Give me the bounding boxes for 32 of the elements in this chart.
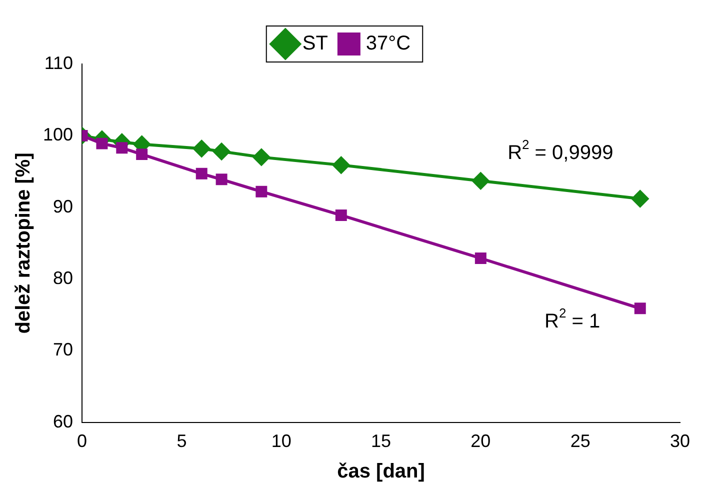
- point: [252, 148, 270, 166]
- y-tick-label: 70: [53, 340, 74, 360]
- point: [196, 168, 208, 180]
- point: [256, 186, 268, 198]
- x-tick-label: 0: [77, 431, 88, 452]
- point: [335, 210, 347, 221]
- y-tick-label: 80: [53, 268, 74, 288]
- point: [216, 174, 228, 186]
- point: [472, 172, 490, 190]
- point: [474, 252, 486, 264]
- x-tick-label: 15: [370, 431, 392, 452]
- y-tick-label: 60: [53, 411, 74, 432]
- point: [332, 156, 350, 174]
- y-tick-label: 100: [42, 124, 74, 145]
- point: [632, 190, 649, 208]
- point: [213, 142, 230, 160]
- x-tick-label: 20: [470, 431, 491, 452]
- y-tick-label: 110: [44, 52, 74, 73]
- y-tick-label: 90: [53, 196, 74, 216]
- point: [96, 138, 108, 150]
- x-tick-label: 5: [176, 431, 187, 452]
- point: [136, 148, 148, 160]
- x-tick-label: 25: [570, 431, 590, 452]
- y-axis-title: delež raztopine [%]: [12, 152, 35, 334]
- point: [193, 140, 210, 158]
- legend-label: ST: [302, 32, 328, 55]
- x-tick-label: 30: [670, 431, 690, 452]
- point: [634, 302, 646, 314]
- x-tick-label: 10: [271, 431, 292, 452]
- legend-label: 37°C: [366, 32, 411, 55]
- point: [116, 142, 128, 154]
- x-axis-title: čas [dan]: [337, 460, 425, 483]
